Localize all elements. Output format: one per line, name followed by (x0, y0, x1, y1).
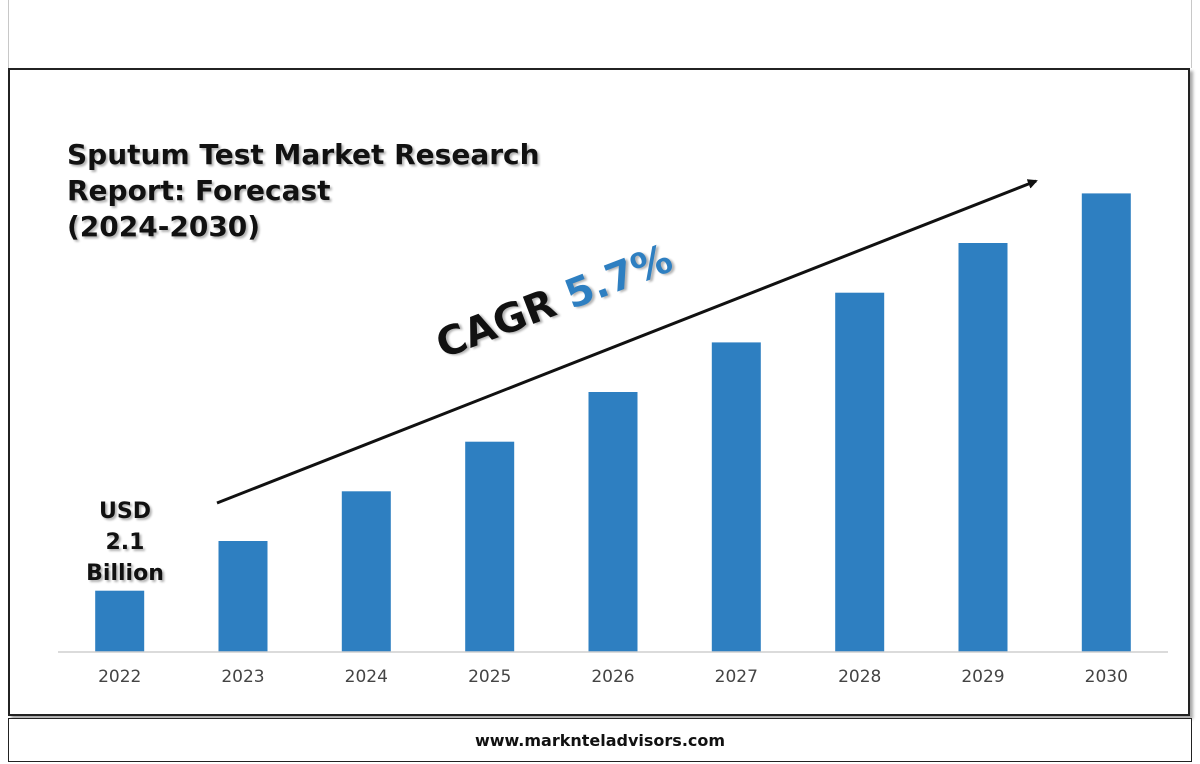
bars-group (95, 193, 1131, 652)
bar-2028 (835, 292, 885, 652)
x-tick-2026: 2026 (591, 667, 634, 687)
footer-website: www.marknteladvisors.com (474, 730, 726, 750)
bar-2023 (218, 541, 268, 652)
bar-2027 (711, 342, 761, 652)
bar-2024 (341, 491, 391, 652)
x-tick-2027: 2027 (715, 667, 758, 687)
x-tick-2023: 2023 (221, 667, 264, 687)
value-label-unit: Billion (86, 561, 164, 586)
value-label-amount: 2.1 (105, 530, 145, 555)
x-tick-2024: 2024 (345, 667, 388, 687)
bar-2030 (1081, 193, 1131, 652)
cagr-arrow (216, 179, 1038, 505)
x-tick-2030: 2030 (1085, 667, 1128, 687)
footer: www.marknteladvisors.com (8, 718, 1192, 762)
first-bar-value-label: USD 2.1 Billion (70, 496, 180, 589)
chart-title: Sputum Test Market Research Report: Fore… (67, 137, 540, 245)
chart-title-line-2: Report: Forecast (67, 174, 331, 207)
x-tick-2029: 2029 (961, 667, 1004, 687)
x-tick-2028: 2028 (838, 667, 881, 687)
chart-title-line-3: (2024-2030) (67, 210, 261, 243)
x-tick-2022: 2022 (98, 667, 141, 687)
top-margin (0, 0, 1200, 68)
bar-2025 (465, 441, 515, 652)
chart-title-line-1: Sputum Test Market Research (67, 138, 540, 171)
bar-2026 (588, 392, 638, 652)
bar-2022 (95, 590, 145, 652)
bar-2029 (958, 243, 1008, 652)
margin-rule-left (8, 0, 9, 68)
x-tick-2025: 2025 (468, 667, 511, 687)
value-label-currency: USD (99, 499, 151, 524)
margin-rule-right (1191, 0, 1192, 68)
x-tick-labels: 2022 2023 2024 2025 2026 2027 2028 2029 2030 (98, 667, 1128, 687)
